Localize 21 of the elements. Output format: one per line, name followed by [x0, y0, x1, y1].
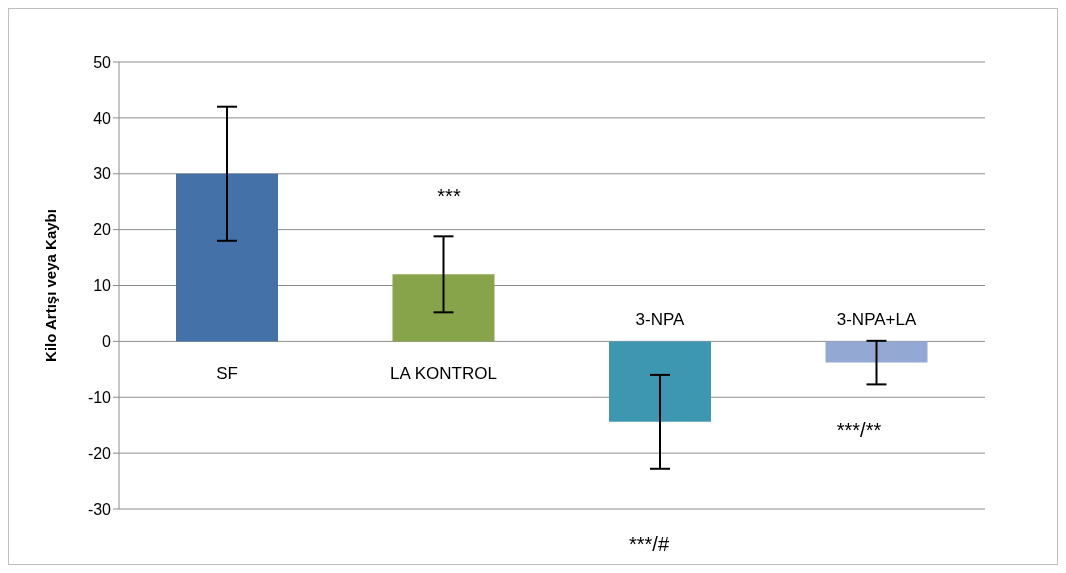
x-tick-label: 3-NPA+LA [836, 310, 917, 330]
y-tick-label: 20 [93, 221, 112, 239]
y-tick-label: 30 [93, 165, 112, 183]
y-tick-label: -20 [87, 444, 112, 462]
y-tick-label: 40 [93, 109, 112, 127]
x-tick-label: LA KONTROL [390, 364, 497, 384]
y-tick-label: -10 [87, 388, 112, 406]
bar [392, 274, 495, 342]
bar [825, 341, 928, 363]
annotation: ***/** [835, 419, 883, 442]
y-axis-title: Kilo Artışı veya Kaybı [42, 209, 60, 362]
y-tick-label: 0 [102, 333, 112, 351]
y-tick-label: 50 [93, 53, 112, 71]
bar [609, 341, 711, 422]
y-tick-label: -30 [87, 500, 112, 518]
x-tick-label: 3-NPA [635, 310, 686, 330]
annotation: *** [436, 185, 462, 208]
bar [176, 173, 278, 342]
x-tick-label: SF [216, 364, 238, 384]
text: ***/# [628, 533, 670, 556]
y-tick-label: 10 [93, 277, 112, 295]
